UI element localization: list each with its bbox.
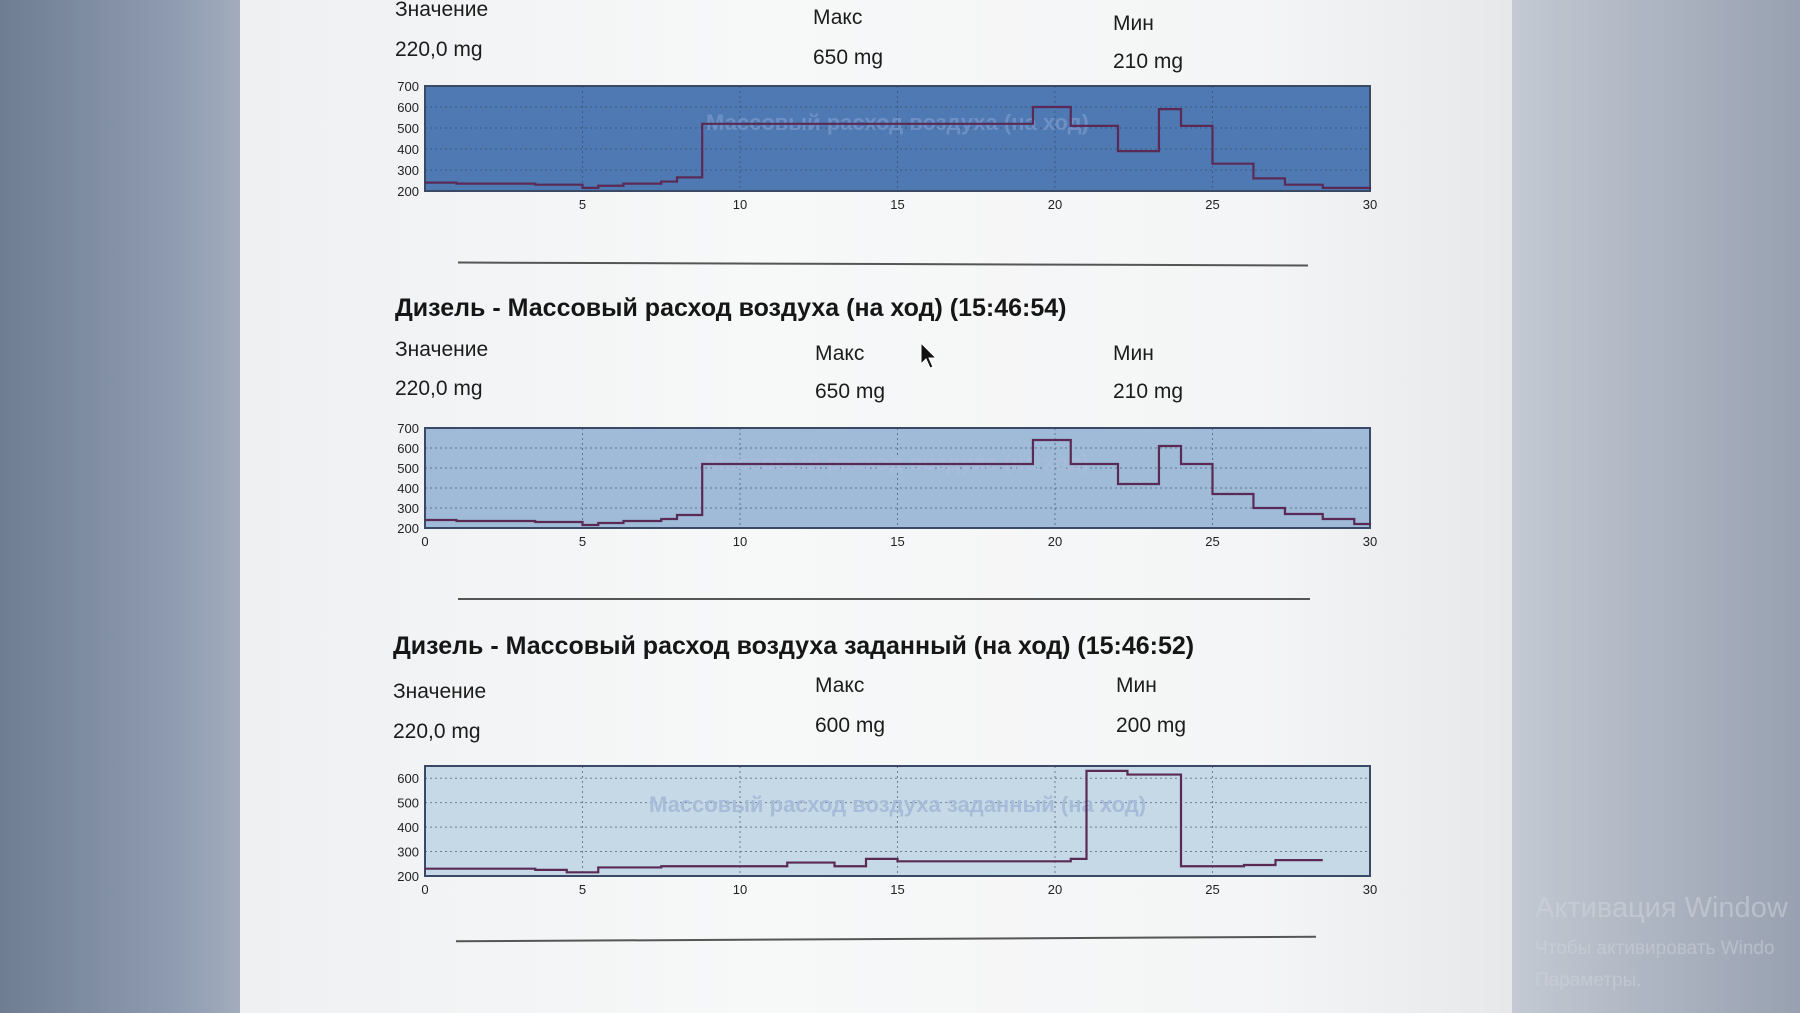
separator bbox=[458, 598, 1310, 600]
x-tick-label: 15 bbox=[890, 882, 904, 897]
mouse-pointer-icon bbox=[920, 341, 938, 375]
x-tick-label: 10 bbox=[733, 534, 747, 549]
current-value: 220,0 mg bbox=[393, 720, 481, 743]
value-label: Значение bbox=[395, 338, 489, 361]
report-page: Значение 220,0 mg Макс 650 mg Мин 210 mg… bbox=[240, 0, 1512, 1013]
x-tick-label: 20 bbox=[1048, 882, 1062, 897]
series-line bbox=[425, 769, 1323, 874]
min-value: 200 mg bbox=[1116, 714, 1187, 737]
y-tick-label: 400 bbox=[397, 481, 419, 496]
min-label: Мин bbox=[1116, 674, 1157, 697]
y-tick-label: 600 bbox=[397, 100, 419, 115]
chart-3: Массовый расход воздуха заданный (на ход… bbox=[385, 758, 1385, 918]
y-tick-label: 600 bbox=[397, 771, 419, 786]
windows-activation-link: Параметры. bbox=[1535, 970, 1642, 991]
windows-activation-watermark: Активация Window bbox=[1535, 892, 1788, 924]
y-tick-label: 200 bbox=[397, 869, 419, 884]
chart-3-svg: Массовый расход воздуха заданный (на ход… bbox=[397, 765, 1377, 897]
y-tick-label: 500 bbox=[397, 461, 419, 476]
x-tick-label: 25 bbox=[1205, 197, 1219, 212]
max-label: Макс bbox=[815, 674, 865, 697]
series-line bbox=[425, 105, 1372, 189]
x-tick-label: 5 bbox=[579, 197, 586, 212]
min-label: Мин bbox=[1113, 12, 1154, 35]
x-tick-label: 20 bbox=[1048, 197, 1062, 212]
x-tick-label: 0 bbox=[421, 534, 428, 549]
y-tick-label: 700 bbox=[397, 79, 419, 94]
min-value: 210 mg bbox=[1113, 380, 1184, 403]
section-title: Дизель - Массовый расход воздуха заданны… bbox=[393, 632, 1195, 660]
min-value: 210 mg bbox=[1113, 50, 1184, 73]
y-tick-label: 200 bbox=[397, 521, 419, 536]
y-tick-label: 300 bbox=[397, 163, 419, 178]
value-label: Значение bbox=[395, 0, 489, 21]
x-tick-label: 0 bbox=[421, 882, 428, 897]
y-tick-label: 300 bbox=[397, 845, 419, 860]
chart-1: Массовый расход воздуха (на ход) 700 600 50… bbox=[385, 78, 1385, 233]
chart-title: Массовый расход воздуха (на ход) bbox=[706, 450, 1089, 475]
chart-title: Массовый расход воздуха заданный (на ход… bbox=[649, 792, 1146, 817]
x-tick-label: 15 bbox=[890, 197, 904, 212]
x-tick-label: 15 bbox=[890, 534, 904, 549]
desk-background-right bbox=[1495, 0, 1800, 1013]
section-title: Дизель - Массовый расход воздуха (на ход… bbox=[395, 294, 1067, 322]
x-tick-label: 10 bbox=[733, 882, 747, 897]
x-tick-label: 25 bbox=[1205, 534, 1219, 549]
max-value: 650 mg bbox=[815, 380, 886, 403]
min-label: Мин bbox=[1113, 342, 1154, 365]
chart-2-svg: Массовый расход воздуха (на ход)70060050… bbox=[397, 421, 1377, 549]
y-tick-label: 500 bbox=[397, 796, 419, 811]
y-tick-label: 400 bbox=[397, 142, 419, 157]
x-tick-label: 30 bbox=[1363, 197, 1377, 212]
desk-background-left bbox=[0, 0, 245, 1013]
chart-title: Массовый расход воздуха (на ход) bbox=[706, 110, 1089, 135]
max-label: Макс bbox=[813, 6, 863, 29]
y-tick-label: 300 bbox=[397, 501, 419, 516]
y-tick-label: 400 bbox=[397, 820, 419, 835]
max-value: 650 mg bbox=[813, 46, 884, 69]
windows-activation-subtext: Чтобы активировать Windo bbox=[1535, 938, 1775, 959]
chart-2: Массовый расход воздуха (на ход) 700 600 50… bbox=[385, 420, 1385, 570]
x-tick-label: 25 bbox=[1205, 882, 1219, 897]
y-tick-label: 700 bbox=[397, 421, 419, 436]
x-tick-label: 5 bbox=[579, 882, 586, 897]
x-tick-label: 5 bbox=[579, 534, 586, 549]
y-tick-label: 200 bbox=[397, 184, 419, 199]
y-tick-label: 500 bbox=[397, 121, 419, 136]
series-line bbox=[425, 438, 1372, 527]
x-tick-label: 20 bbox=[1048, 534, 1062, 549]
x-tick-label: 10 bbox=[733, 197, 747, 212]
max-label: Макс bbox=[815, 342, 865, 365]
x-tick-label: 30 bbox=[1363, 882, 1377, 897]
y-tick-label: 600 bbox=[397, 441, 419, 456]
separator bbox=[457, 261, 1309, 267]
chart-1-svg: Массовый расход воздуха (на ход) 700 600 50… bbox=[397, 79, 1377, 212]
x-tick-label: 30 bbox=[1363, 534, 1377, 549]
separator bbox=[456, 935, 1316, 943]
max-value: 600 mg bbox=[815, 714, 886, 737]
value-label: Значение bbox=[393, 680, 487, 703]
current-value: 220,0 mg bbox=[395, 377, 483, 400]
current-value: 220,0 mg bbox=[395, 38, 483, 61]
